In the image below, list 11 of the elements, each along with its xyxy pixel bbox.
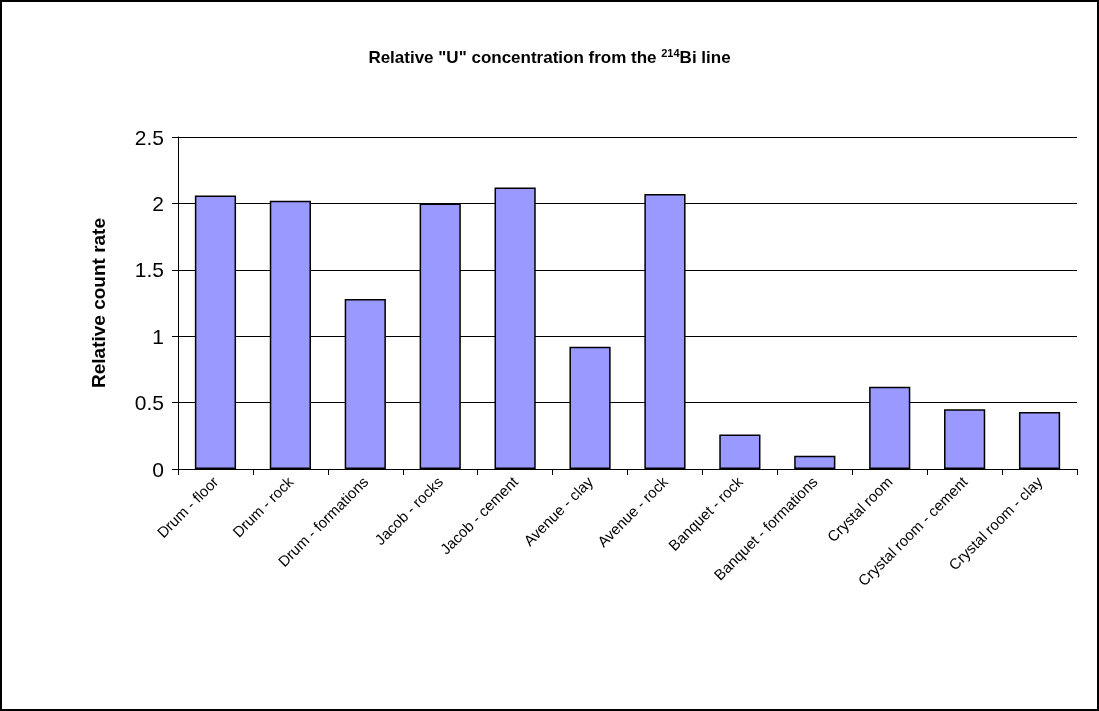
bar [1018,411,1061,469]
bar [719,434,761,469]
y-tick-label: 0 [152,457,164,481]
bar [944,409,986,469]
y-tick-label: 1 [152,324,164,348]
y-tick-label: 0.5 [134,391,164,415]
bar [794,455,836,469]
y-tick-label: 2.5 [134,125,164,149]
y-tick-label: 2 [152,191,164,215]
y-axis-title: Relative count rate [88,218,109,388]
y-tick-label: 1.5 [134,258,164,282]
